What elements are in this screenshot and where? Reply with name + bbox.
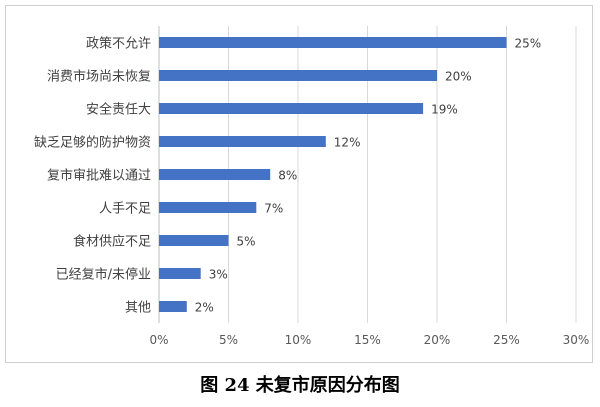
bar — [159, 235, 229, 246]
x-tick-label: 25% — [493, 333, 520, 347]
x-tick-label: 30% — [563, 333, 590, 347]
x-tick-label: 10% — [285, 333, 312, 347]
value-label: 8% — [278, 169, 297, 183]
value-label: 3% — [209, 268, 228, 282]
category-label: 消费市场尚未恢复 — [47, 69, 151, 85]
category-label: 已经复市/未停业 — [56, 267, 151, 283]
bar-chart: 0% 5% 10% 15% 20% 25% 30% 政策不允许 25% 消费市场尚未恢复 20% 安全… — [34, 26, 590, 347]
chart-frame — [5, 5, 593, 363]
x-tick-label: 5% — [219, 333, 238, 347]
bar — [159, 136, 326, 147]
category-label: 食材供应不足 — [73, 234, 151, 250]
bar — [159, 37, 507, 48]
x-tick-label: 0% — [149, 333, 168, 347]
x-tick-label: 15% — [354, 333, 381, 347]
bar — [159, 268, 201, 279]
value-label: 7% — [264, 202, 283, 216]
bar — [159, 169, 271, 180]
value-label: 25% — [515, 37, 542, 51]
category-label: 复市审批难以通过 — [47, 168, 151, 184]
category-label: 人手不足 — [99, 202, 151, 217]
category-label: 安全责任大 — [86, 102, 151, 118]
x-tick-label: 20% — [424, 333, 451, 347]
value-label: 19% — [431, 103, 458, 117]
category-label: 缺乏足够的防护物资 — [34, 135, 151, 151]
value-label: 5% — [237, 235, 256, 249]
category-label: 政策不允许 — [86, 36, 151, 52]
figure-caption: 图 24 未复市原因分布图 — [200, 375, 400, 396]
category-label: 其他 — [125, 301, 151, 316]
bar — [159, 103, 424, 114]
bar — [159, 202, 257, 213]
bar — [159, 70, 437, 81]
value-label: 12% — [334, 136, 361, 150]
bar — [159, 301, 187, 312]
value-label: 2% — [195, 301, 214, 315]
value-label: 20% — [445, 70, 472, 84]
